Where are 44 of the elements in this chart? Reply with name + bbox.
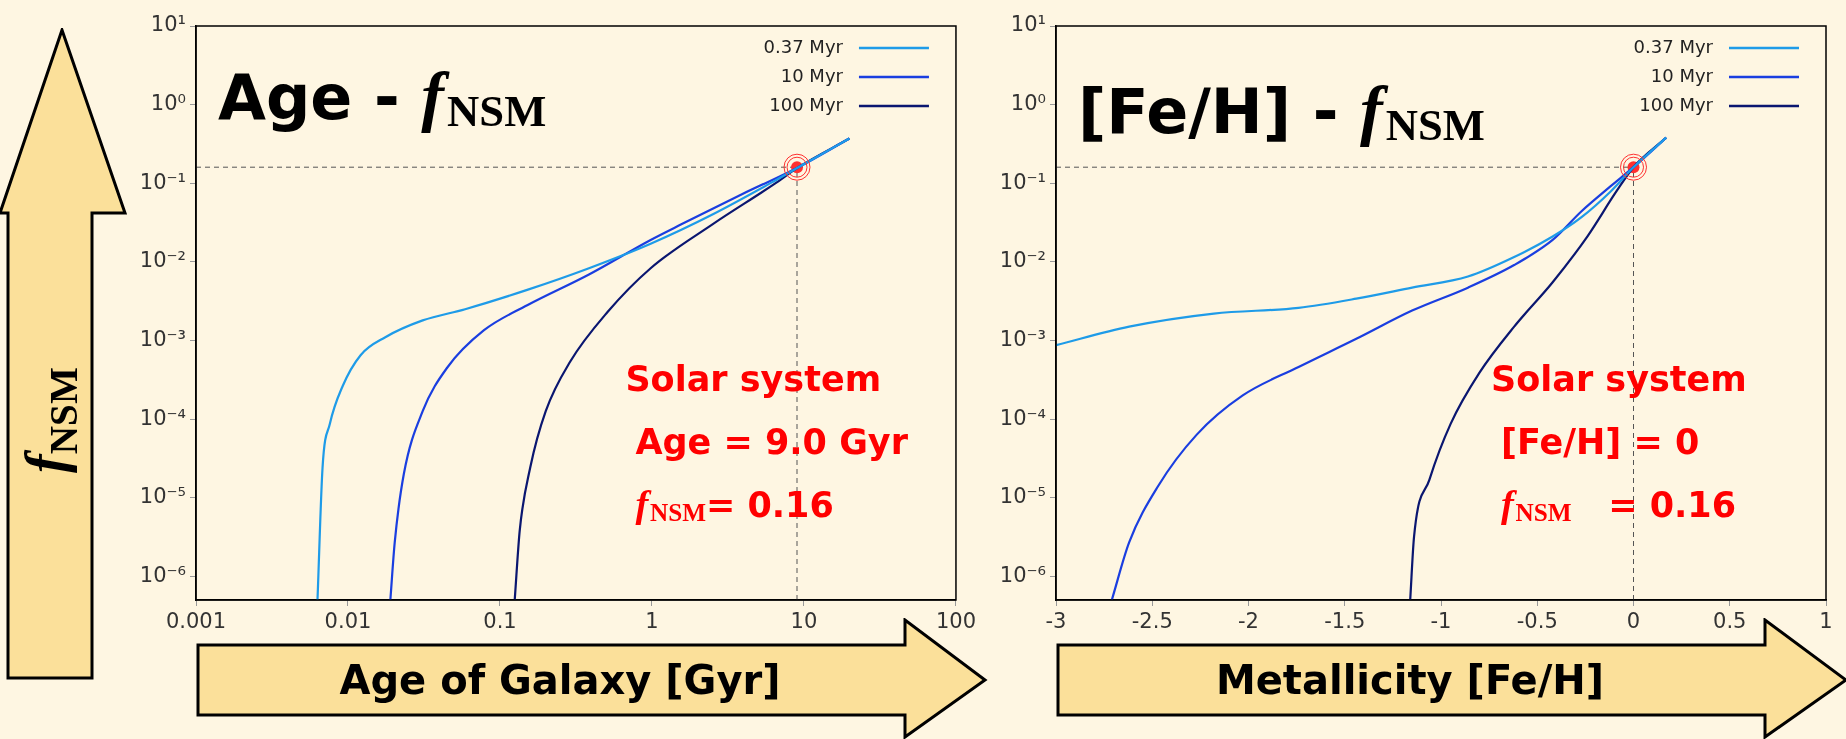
x-axis-title: Age of Galaxy [Gyr] <box>339 657 781 703</box>
y-tick-label: 10⁰ <box>150 91 186 116</box>
y-tick-label: 10⁻² <box>999 248 1046 273</box>
annotation: Solar system <box>625 359 882 400</box>
x-tick-label: 0.001 <box>165 609 227 634</box>
x-tick-label: -1.5 <box>1324 609 1366 634</box>
x-tick-label: 0.1 <box>483 609 517 634</box>
y-tick-label: 10⁰ <box>1010 91 1046 116</box>
x-axis-title: Metallicity [Fe/H] <box>1215 657 1605 703</box>
y-tick-label: 10⁻⁴ <box>999 405 1046 430</box>
y-tick-label: 10⁻⁶ <box>139 562 186 587</box>
x-tick-label: -3 <box>1045 609 1067 634</box>
x-tick-label: 0.5 <box>1713 609 1747 634</box>
x-tick-label: 1 <box>645 609 659 634</box>
y-tick-label: 10⁻⁶ <box>999 562 1046 587</box>
x-tick-label: -2 <box>1238 609 1259 634</box>
x-tick-label: 1 <box>1819 609 1833 634</box>
y-tick-label: 10⁻³ <box>999 326 1046 351</box>
y-tick-label: 10⁻¹ <box>999 169 1046 194</box>
legend-label: 0.37 Myr <box>763 35 844 57</box>
y-tick-label: 10⁻¹ <box>139 169 186 194</box>
x-tick-label: -0.5 <box>1516 609 1558 634</box>
y-tick-label: 10¹ <box>1010 12 1046 37</box>
legend-label: 10 Myr <box>780 64 844 86</box>
x-tick-label: 0 <box>1626 609 1641 634</box>
x-tick-label: 100 <box>935 609 977 634</box>
legend-label: 10 Myr <box>1650 64 1714 86</box>
x-tick-label: -2.5 <box>1131 609 1173 634</box>
y-tick-label: 10⁻² <box>139 248 186 273</box>
x-tick-label: 10 <box>790 609 818 634</box>
legend-label: 100 Myr <box>1639 93 1714 115</box>
y-tick-label: 10⁻⁵ <box>999 484 1046 509</box>
text: = 0.16 <box>705 485 834 526</box>
y-tick-label: 10⁻⁵ <box>139 484 186 509</box>
y-tick-label: 10⁻⁴ <box>139 405 186 430</box>
x-tick-label: -1 <box>1430 609 1452 634</box>
annotation: Age = 9.0 Gyr <box>635 422 909 463</box>
annotation: [Fe/H] = 0 <box>1501 422 1700 463</box>
y-tick-label: 10⁻³ <box>139 326 186 351</box>
annotation: Solar system <box>1491 359 1747 400</box>
x-tick-label: 0.01 <box>324 609 372 634</box>
y-tick-label: 10¹ <box>150 12 186 37</box>
legend-label: 100 Myr <box>769 93 844 115</box>
legend-label: 0.37 Myr <box>1633 35 1714 57</box>
